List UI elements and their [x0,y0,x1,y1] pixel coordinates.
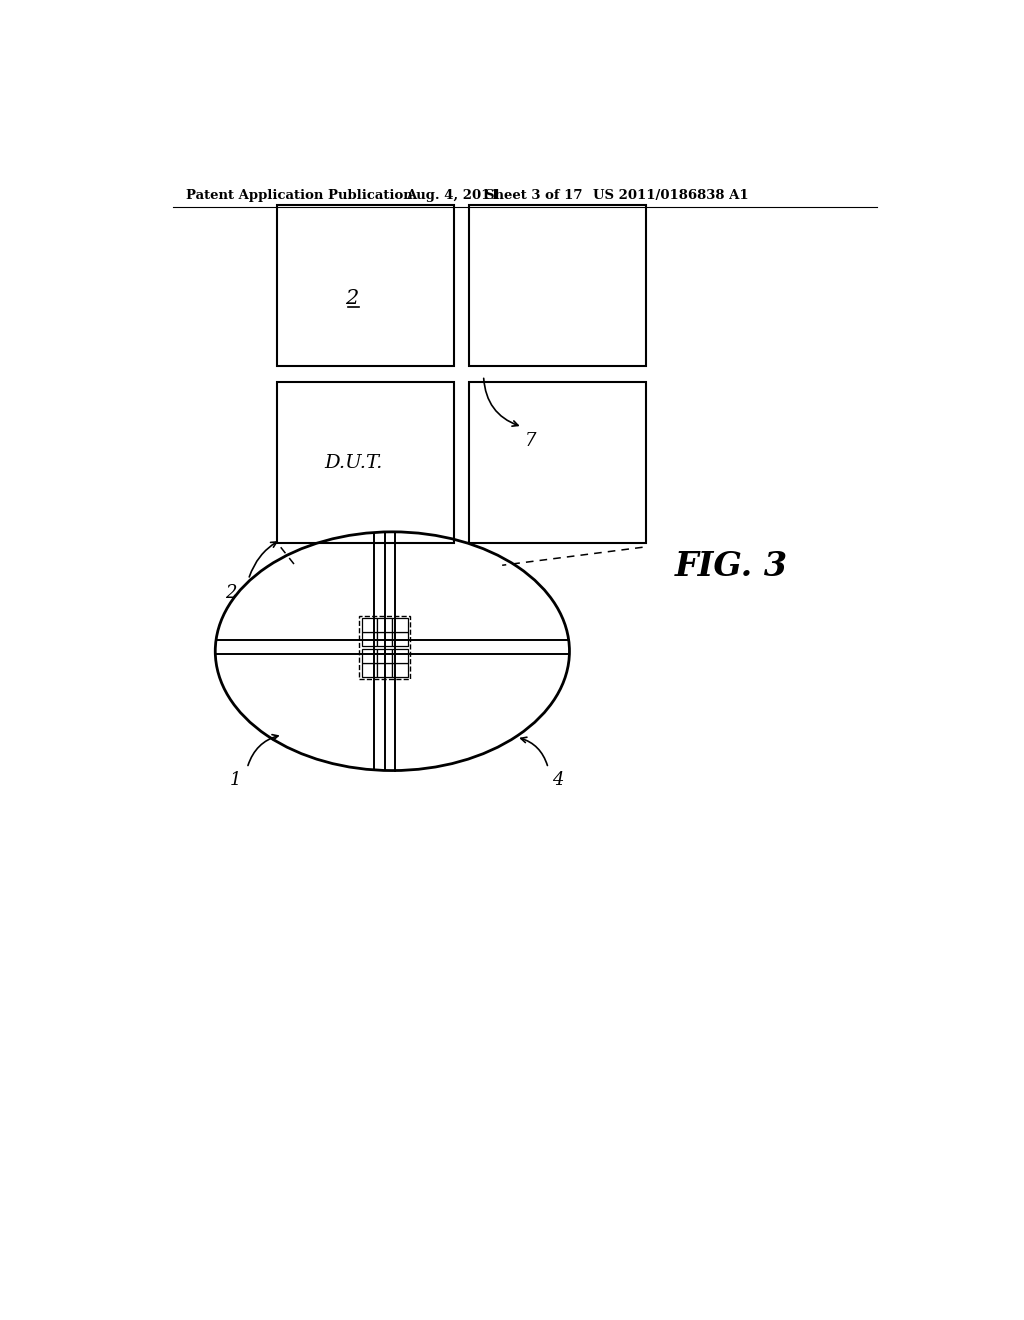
Bar [359,615,410,678]
Bar [361,618,377,632]
Bar [392,632,408,645]
Bar [377,618,392,632]
Text: Sheet 3 of 17: Sheet 3 of 17 [484,189,583,202]
Bar [469,205,646,367]
Bar [377,649,392,663]
Bar [276,205,454,367]
Bar [276,381,454,544]
Text: Aug. 4, 2011: Aug. 4, 2011 [407,189,500,202]
Text: D.U.T.: D.U.T. [324,454,382,471]
Text: 1: 1 [229,771,242,789]
Text: 4: 4 [552,771,563,789]
Bar [392,618,408,632]
Text: FIG. 3: FIG. 3 [675,550,787,583]
Bar [361,649,377,663]
Text: Patent Application Publication: Patent Application Publication [186,189,413,202]
Bar [392,663,408,677]
Text: 7: 7 [524,432,536,450]
Text: 2: 2 [345,289,357,308]
Bar [377,663,392,677]
Bar [377,632,392,645]
Text: 2: 2 [225,585,237,602]
Bar [469,381,646,544]
Bar [361,663,377,677]
Text: US 2011/0186838 A1: US 2011/0186838 A1 [593,189,749,202]
Bar [361,632,377,645]
Bar [392,649,408,663]
